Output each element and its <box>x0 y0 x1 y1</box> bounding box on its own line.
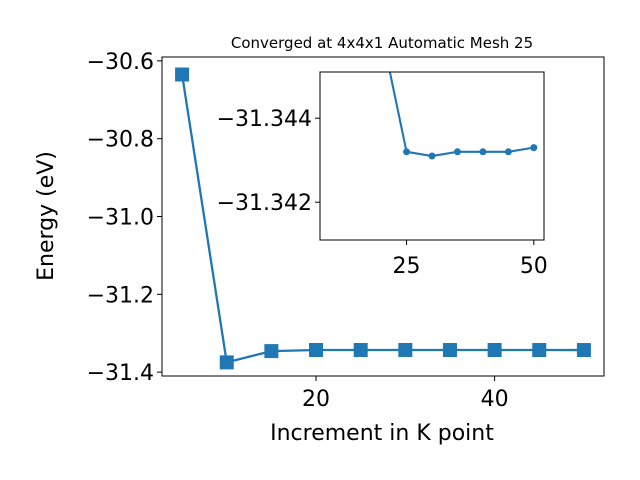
x-axis-label: Increment in K point <box>270 421 494 446</box>
main-data-point <box>264 344 279 359</box>
main-data-point <box>219 355 234 370</box>
chart-title: Converged at 4x4x1 Automatic Mesh 25 <box>231 34 533 52</box>
main-x-tick-label: 40 <box>481 387 509 412</box>
inset-x-tick-label: 50 <box>520 254 548 279</box>
main-data-point <box>309 343 324 358</box>
inset-x-tick-label: 25 <box>393 254 421 279</box>
main-x-tick-label: 20 <box>302 387 330 412</box>
inset-data-point <box>504 148 512 156</box>
main-data-point <box>576 343 591 358</box>
inset-data-point <box>428 152 436 160</box>
main-y-tick-label: −30.6 <box>87 50 154 75</box>
inset-series-markers <box>378 27 538 160</box>
inset-data-point <box>530 144 538 152</box>
main-data-point <box>398 342 413 357</box>
main-series-line <box>180 74 584 364</box>
main-y-tick-label: −31.0 <box>87 206 154 231</box>
main-y-tick-label: −31.2 <box>87 283 154 308</box>
main-series-markers <box>175 67 591 370</box>
main-data-point <box>175 67 190 82</box>
main-y-tick-label: −31.4 <box>87 361 154 386</box>
inset-y-tick-label: −31.342 <box>217 191 312 216</box>
inset-data-point <box>453 148 461 156</box>
inset-axis-ticks: 25 50 −31.344 −31.342 <box>217 107 548 279</box>
main-data-point <box>487 343 502 358</box>
inset-data-point <box>378 27 385 34</box>
inset-data-point <box>403 148 411 156</box>
main-data-point <box>353 343 368 358</box>
inset-y-tick-label: −31.344 <box>217 107 312 132</box>
main-axis-ticks: 20 40 −30.6 −30.8 −31.0 −31.2 −31.4 <box>87 50 509 412</box>
main-data-point <box>442 343 457 358</box>
main-y-tick-label: −30.8 <box>87 128 154 153</box>
y-axis-label: Energy (eV) <box>34 151 59 281</box>
inset-plot-frame <box>319 71 545 241</box>
inset-data-point <box>479 148 487 156</box>
main-data-point <box>532 343 547 358</box>
